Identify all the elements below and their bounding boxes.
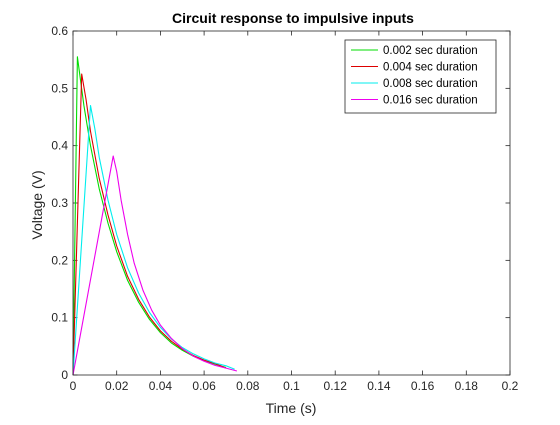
x-tick-label: 0.2 bbox=[502, 379, 519, 393]
x-tick-label: 0.14 bbox=[367, 379, 391, 393]
series-line-4 bbox=[72, 155, 238, 376]
y-axis-label: Voltage (V) bbox=[29, 170, 45, 239]
y-axis-ticks: 0 0.1 0.2 0.3 0.4 0.5 0.6 bbox=[51, 24, 510, 382]
x-tick-label: 0.06 bbox=[192, 379, 216, 393]
x-tick-label: 0.18 bbox=[455, 379, 479, 393]
x-tick-label: 0.1 bbox=[283, 379, 300, 393]
plot-frame bbox=[72, 30, 511, 376]
x-axis-ticks: 0 0.02 0.04 0.06 0.08 0.1 0.12 0.14 0.16 0.18 0.2 bbox=[70, 31, 519, 393]
x-tick-label: 0.16 bbox=[411, 379, 435, 393]
legend-label: 0.016 sec duration bbox=[383, 95, 478, 107]
y-tick-label: 0 bbox=[61, 368, 68, 382]
x-tick-label: 0.04 bbox=[149, 379, 173, 393]
chart-title: Circuit response to impulsive inputs bbox=[172, 10, 414, 26]
y-tick-label: 0.4 bbox=[51, 139, 68, 153]
y-tick-label: 0.3 bbox=[51, 196, 68, 210]
y-tick-label: 0.5 bbox=[51, 81, 68, 95]
legend-label: 0.004 sec duration bbox=[383, 62, 478, 74]
y-tick-label: 0.2 bbox=[51, 253, 68, 267]
x-tick-label: 0.02 bbox=[105, 379, 129, 393]
x-tick-label: 0.12 bbox=[324, 379, 348, 393]
y-tick-label: 0.1 bbox=[51, 311, 68, 325]
x-axis-label: Time (s) bbox=[266, 400, 317, 416]
legend-label: 0.008 sec duration bbox=[383, 78, 478, 90]
y-tick-label: 0.6 bbox=[51, 24, 68, 38]
series-layer bbox=[72, 56, 238, 376]
x-tick-label: 0 bbox=[70, 379, 77, 393]
x-tick-label: 0.08 bbox=[236, 379, 260, 393]
series-line-3 bbox=[72, 104, 235, 376]
legend-box bbox=[344, 39, 497, 114]
legend-label: 0.002 sec duration bbox=[383, 45, 478, 57]
legend: 0.002 sec duration 0.004 sec duration 0.00… bbox=[344, 39, 497, 114]
